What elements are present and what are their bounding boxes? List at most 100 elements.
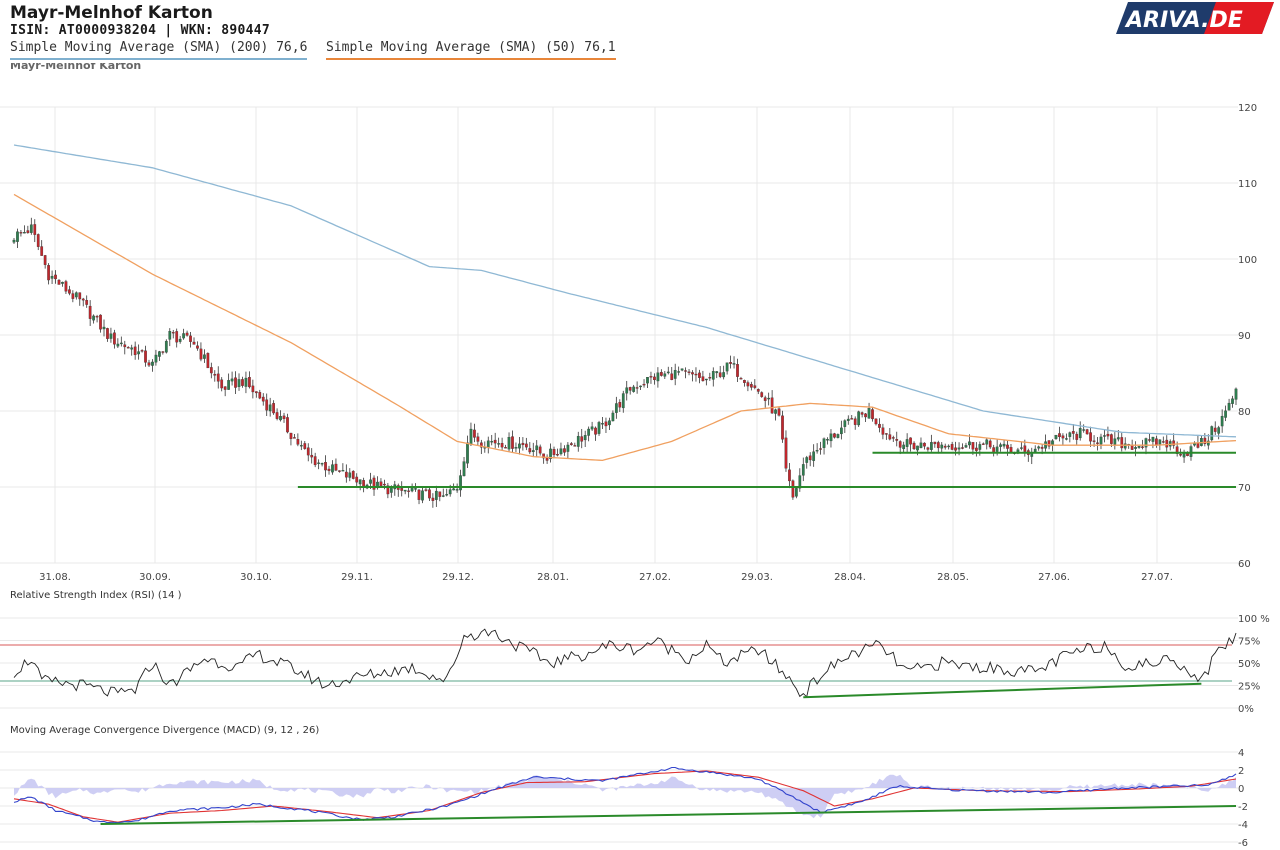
candle[interactable]	[95, 314, 99, 323]
candle[interactable]	[1068, 431, 1072, 443]
candle[interactable]	[244, 371, 248, 394]
candle[interactable]	[926, 446, 930, 452]
candle[interactable]	[524, 437, 528, 451]
candle[interactable]	[265, 393, 269, 417]
candle[interactable]	[659, 369, 663, 377]
candle[interactable]	[725, 362, 729, 375]
candle[interactable]	[209, 362, 213, 379]
candle[interactable]	[303, 440, 307, 450]
candle[interactable]	[130, 344, 134, 356]
candle[interactable]	[466, 435, 469, 468]
candle[interactable]	[916, 445, 919, 456]
candle[interactable]	[1113, 432, 1117, 450]
candle[interactable]	[331, 460, 334, 475]
candle[interactable]	[133, 341, 137, 360]
candle[interactable]	[528, 442, 532, 455]
candle[interactable]	[964, 442, 968, 448]
candle[interactable]	[774, 408, 777, 421]
candle[interactable]	[154, 349, 158, 366]
candle[interactable]	[867, 402, 871, 419]
candle[interactable]	[829, 429, 833, 448]
candle[interactable]	[102, 319, 106, 337]
candle[interactable]	[341, 463, 345, 472]
candle[interactable]	[794, 487, 798, 499]
candle[interactable]	[933, 441, 937, 448]
candle[interactable]	[431, 493, 435, 508]
candle[interactable]	[40, 240, 44, 256]
sma50-line[interactable]	[13, 193, 1237, 462]
candle[interactable]	[940, 442, 944, 453]
candle[interactable]	[756, 388, 760, 395]
candle[interactable]	[1220, 409, 1224, 433]
candle[interactable]	[428, 487, 431, 502]
candle[interactable]	[182, 328, 185, 340]
candle[interactable]	[362, 477, 365, 493]
rsi-divergence-line[interactable]	[803, 682, 1202, 699]
candle[interactable]	[763, 395, 767, 408]
candle[interactable]	[1089, 426, 1092, 447]
candle[interactable]	[981, 442, 985, 445]
candle[interactable]	[61, 281, 64, 287]
candle[interactable]	[282, 412, 286, 423]
candle[interactable]	[770, 390, 774, 414]
candle[interactable]	[801, 457, 805, 482]
candle[interactable]	[791, 479, 795, 500]
candle[interactable]	[905, 433, 909, 453]
candle[interactable]	[1078, 421, 1082, 441]
macd-panel[interactable]	[13, 766, 1237, 825]
candle[interactable]	[344, 464, 348, 483]
candle[interactable]	[1134, 441, 1137, 457]
candle[interactable]	[1213, 421, 1217, 435]
candle[interactable]	[1020, 441, 1023, 451]
candle[interactable]	[1210, 425, 1214, 442]
candle[interactable]	[999, 442, 1002, 452]
candle[interactable]	[819, 441, 822, 455]
candle[interactable]	[296, 433, 300, 447]
candle[interactable]	[535, 440, 539, 457]
candle[interactable]	[64, 279, 68, 295]
candle[interactable]	[490, 434, 494, 446]
candle[interactable]	[556, 448, 559, 457]
candle[interactable]	[275, 408, 279, 421]
candle[interactable]	[878, 418, 881, 433]
candle[interactable]	[846, 415, 850, 425]
candle[interactable]	[473, 423, 476, 443]
candle[interactable]	[1044, 434, 1047, 452]
candle[interactable]	[992, 444, 996, 457]
candle[interactable]	[711, 367, 715, 387]
candle[interactable]	[445, 488, 449, 497]
legend-sma50[interactable]: Simple Moving Average (SMA) (50) 76,1	[326, 40, 616, 60]
candle[interactable]	[746, 380, 750, 392]
candle[interactable]	[299, 440, 303, 451]
candle[interactable]	[372, 475, 376, 496]
candle[interactable]	[348, 468, 352, 482]
candle[interactable]	[386, 482, 390, 499]
candle[interactable]	[666, 366, 670, 375]
candle[interactable]	[822, 437, 826, 455]
candle[interactable]	[469, 422, 473, 446]
candle[interactable]	[663, 370, 667, 379]
candle[interactable]	[885, 433, 888, 440]
candle[interactable]	[950, 441, 954, 451]
candle[interactable]	[656, 367, 660, 388]
candle[interactable]	[559, 442, 563, 456]
candle[interactable]	[88, 300, 92, 326]
candle[interactable]	[511, 430, 514, 452]
candle[interactable]	[552, 446, 556, 459]
candle[interactable]	[223, 386, 227, 397]
candle[interactable]	[92, 314, 95, 324]
candle[interactable]	[597, 420, 601, 436]
candle[interactable]	[936, 440, 940, 454]
candle[interactable]	[185, 330, 189, 337]
candle[interactable]	[798, 468, 802, 492]
candle[interactable]	[608, 417, 611, 431]
candle[interactable]	[396, 483, 400, 497]
candle[interactable]	[168, 328, 172, 347]
candle[interactable]	[320, 462, 324, 467]
candle[interactable]	[1193, 441, 1196, 447]
candle[interactable]	[732, 356, 736, 369]
candle[interactable]	[618, 399, 622, 412]
price-panel[interactable]	[12, 144, 1238, 508]
candle[interactable]	[1161, 436, 1165, 444]
candle[interactable]	[864, 413, 867, 423]
